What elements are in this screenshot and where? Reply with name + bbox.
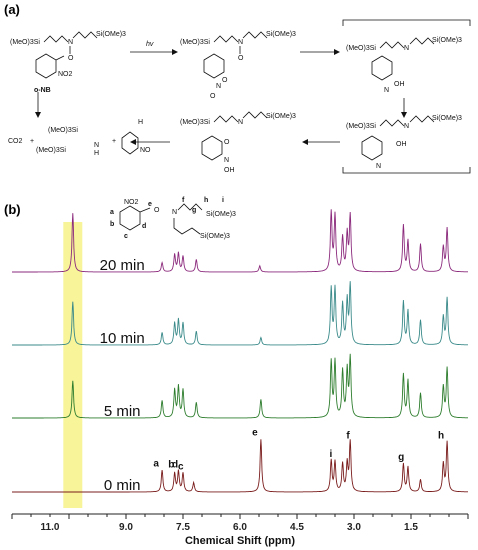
silyl-right: Si(OMe)3 xyxy=(96,31,126,38)
time-label-10-min: 10 min xyxy=(100,330,145,347)
peak-label-g: g xyxy=(398,452,404,463)
chain-right xyxy=(72,31,98,39)
peak-label-a: a xyxy=(153,458,159,469)
silyl-right-4: Si(OMe)3 xyxy=(432,115,462,122)
chain-left xyxy=(43,35,69,43)
spectrum-5-min xyxy=(12,353,468,419)
inset-label-i: i xyxy=(222,197,224,204)
svg-text:N: N xyxy=(238,119,243,126)
x-tick-label-7.5: 7.5 xyxy=(176,522,190,533)
spectrum-20-min xyxy=(12,209,468,273)
svg-text:O: O xyxy=(222,77,228,84)
silyl-right-2: Si(OMe)3 xyxy=(266,31,296,38)
time-label-20-min: 20 min xyxy=(100,257,145,274)
silyl-left-3: (MeO)3Si xyxy=(346,45,376,52)
svg-text:N: N xyxy=(376,163,381,170)
inset-si2: Si(OMe)3 xyxy=(200,233,230,240)
inset-n: N xyxy=(172,209,177,216)
inset-si1: Si(OMe)3 xyxy=(206,211,236,218)
x-tick-label-9.0: 9.0 xyxy=(119,522,133,533)
svg-text:O: O xyxy=(224,139,230,146)
spectrum-10-min xyxy=(12,281,468,346)
inset-no2: NO2 xyxy=(124,199,139,206)
panel-a-label: (a) xyxy=(4,2,20,17)
silyl-left-5: (MeO)3Si xyxy=(180,119,210,126)
nh-h: H xyxy=(94,150,99,157)
co2-label: CO2 xyxy=(8,138,23,145)
hv-label: hv xyxy=(146,41,154,48)
oh-4: OH xyxy=(396,141,407,148)
arrow-head xyxy=(172,49,178,55)
x-tick-label-4.5: 4.5 xyxy=(290,522,304,533)
molecule-bracket-bottom: (MeO)3Si N Si(OMe)3 N OH xyxy=(342,115,471,174)
aldehyde-highlight-band xyxy=(63,222,83,508)
inset-label-a: a xyxy=(110,209,114,216)
peak-label-e: e xyxy=(252,427,258,438)
nitroso-label: NO xyxy=(140,147,151,154)
x-tick-label-11.0: 11.0 xyxy=(41,522,60,533)
time-label-5-min: 5 min xyxy=(104,403,141,420)
inset-label-e: e xyxy=(148,201,152,208)
svg-text:O: O xyxy=(68,55,74,62)
compound-label: o-NB xyxy=(34,87,51,94)
silyl-right-5: Si(OMe)3 xyxy=(266,113,296,120)
silyl-left: (MeO)3Si xyxy=(10,39,40,46)
inset-structure: NO2 a b c d e O N f g h i Si(OMe)3 Si(OM… xyxy=(110,197,236,240)
nh-n: N xyxy=(94,142,99,149)
x-tick-label-6.0: 6.0 xyxy=(233,522,247,533)
silyl-left-4: (MeO)3Si xyxy=(346,123,376,130)
x-axis-title: Chemical Shift (ppm) xyxy=(185,535,295,547)
molecule-bracket-top: (MeO)3Si N Si(OMe)3 N OH xyxy=(342,19,471,94)
peak-label-f: f xyxy=(346,430,350,441)
inset-ring xyxy=(119,205,141,231)
svg-text:O: O xyxy=(210,93,216,100)
spectrum-0-min xyxy=(12,439,468,493)
svg-text:N: N xyxy=(384,87,389,94)
molecule-aci-nitro: (MeO)3Si N Si(OMe)3 O N O O xyxy=(180,31,296,100)
silyl-right-3: Si(OMe)3 xyxy=(432,37,462,44)
oh-5: OH xyxy=(224,167,235,174)
panel-b-label: (b) xyxy=(4,202,21,217)
oh-3: OH xyxy=(394,81,405,88)
inset-label-b: b xyxy=(110,221,114,228)
svg-text:N: N xyxy=(404,123,409,130)
svg-text:N: N xyxy=(238,39,243,46)
inset-o: O xyxy=(154,207,160,214)
peak-label-h: h xyxy=(438,430,444,441)
x-tick-label-1.5: 1.5 xyxy=(404,522,418,533)
silyl-left-2: (MeO)3Si xyxy=(180,39,210,46)
aldehyde-h: H xyxy=(138,119,143,126)
peak-label-d: d xyxy=(172,460,178,471)
silyl-prod-2: (MeO)3Si xyxy=(36,147,66,154)
molecule-onb: (MeO)3Si N Si(OMe)3 O NO2 o-NB xyxy=(10,31,126,94)
svg-text:O: O xyxy=(238,55,244,62)
inset-label-c: c xyxy=(124,233,128,240)
plus-1: + xyxy=(30,138,34,145)
inset-label-g: g xyxy=(192,207,196,214)
molecule-cyclic: (MeO)3Si N Si(OMe)3 O N OH xyxy=(180,111,296,174)
x-tick-label-3.0: 3.0 xyxy=(347,522,361,533)
time-label-0-min: 0 min xyxy=(104,477,141,494)
svg-text:N: N xyxy=(68,39,73,46)
peak-label-c: c xyxy=(178,461,184,472)
peak-label-i: i xyxy=(330,449,333,460)
reaction-scheme: (a) (MeO)3Si N Si(OMe)3 O NO2 o-NB hv (M… xyxy=(4,2,471,174)
nitro-label: NO2 xyxy=(58,71,73,78)
inset-label-h: h xyxy=(204,197,208,204)
plus-2: + xyxy=(112,138,116,145)
svg-text:N: N xyxy=(404,45,409,52)
svg-text:N: N xyxy=(216,83,221,90)
inset-label-f: f xyxy=(182,197,185,204)
products: CO2 + (MeO)3Si (MeO)3Si N H + H NO xyxy=(8,119,151,157)
peak-label-b: b xyxy=(168,460,174,471)
svg-text:N: N xyxy=(224,157,229,164)
benzene-ring xyxy=(35,53,57,79)
silyl-prod-1: (MeO)3Si xyxy=(48,127,78,134)
inset-label-d: d xyxy=(142,223,146,230)
